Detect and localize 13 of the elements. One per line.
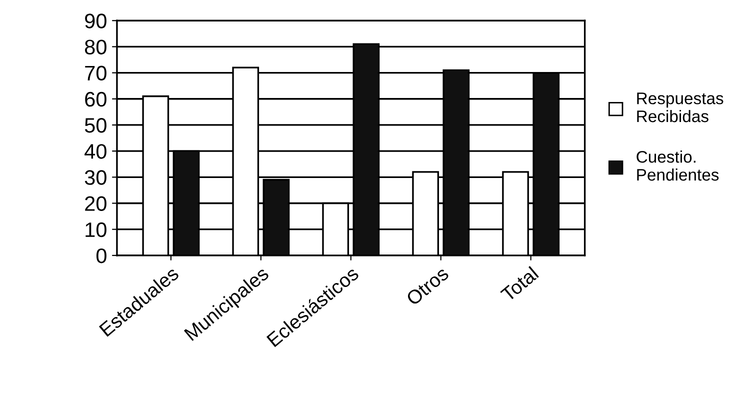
y-tick-label: 50 bbox=[84, 118, 106, 133]
legend-label: Cuestio. Pendientes bbox=[636, 150, 719, 181]
y-tick-label: 10 bbox=[86, 222, 106, 238]
y-tick-label: 90 bbox=[85, 14, 106, 28]
y-tick-label: 60 bbox=[85, 92, 106, 107]
legend-label: Respuestas Recibidas bbox=[637, 92, 724, 122]
y-tick-label: 80 bbox=[84, 40, 106, 54]
y-tick-label: 20 bbox=[85, 196, 106, 212]
y-tick-label: 70 bbox=[85, 66, 106, 81]
y-tick-label: 0 bbox=[96, 248, 106, 264]
y-tick-label: 40 bbox=[84, 144, 106, 159]
x-tick-label: Total bbox=[500, 266, 540, 302]
y-tick-label: 30 bbox=[84, 170, 106, 185]
